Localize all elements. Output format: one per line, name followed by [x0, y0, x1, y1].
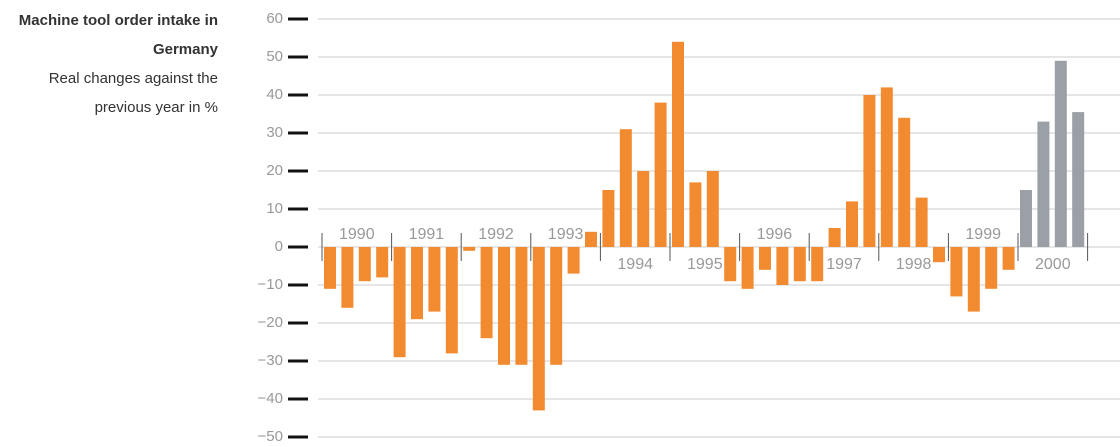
x-tick-label: 1990 [339, 226, 375, 243]
bar [828, 228, 841, 247]
bar [863, 95, 876, 247]
bar [376, 247, 389, 278]
bar [358, 247, 371, 282]
bar [846, 201, 858, 247]
bar [411, 247, 423, 320]
x-tick-label: 1991 [409, 226, 445, 243]
y-tick-label: 40 [266, 86, 283, 103]
y-tick-label: −40 [258, 390, 283, 407]
bar [324, 247, 336, 289]
x-tick-label: 1992 [478, 226, 514, 243]
bar [933, 247, 945, 263]
y-tick-label: 50 [266, 48, 283, 65]
bar [706, 171, 719, 247]
x-tick-label: 1999 [965, 226, 1001, 243]
bar [811, 247, 824, 282]
bar [759, 247, 771, 270]
bar [672, 41, 684, 247]
x-tick-label: 1996 [757, 226, 793, 243]
chart-heading: Machine tool order intake in Germany Rea… [18, 6, 218, 122]
bar [637, 171, 650, 247]
x-tick-label: 1993 [548, 226, 584, 243]
bar [393, 247, 406, 358]
chart-subtitle: Real changes against the previous year i… [48, 70, 218, 116]
bar [602, 190, 615, 247]
bar [950, 247, 963, 297]
bar [1054, 60, 1067, 247]
x-tick-label: 1998 [896, 256, 932, 273]
bar [915, 197, 928, 247]
y-tick-label: −50 [258, 428, 283, 445]
bar [585, 231, 597, 247]
bar [793, 247, 806, 282]
x-tick-label: 1995 [687, 256, 723, 273]
bar [689, 182, 702, 247]
bar [898, 117, 911, 247]
chart-title: Machine tool order intake in Germany [18, 12, 218, 58]
bar [445, 247, 458, 354]
bar [498, 247, 510, 365]
bar [724, 247, 737, 282]
bar [741, 247, 754, 289]
bar [480, 247, 493, 339]
y-tick-label: 10 [266, 200, 283, 217]
x-tick-label: 1994 [617, 256, 653, 273]
bar [967, 247, 980, 312]
bar [1020, 190, 1032, 247]
bar [550, 247, 563, 365]
bar [1002, 247, 1015, 270]
y-tick-label: −30 [258, 352, 283, 369]
y-tick-label: 20 [266, 162, 283, 179]
bar [1037, 121, 1050, 247]
x-tick-label: 2000 [1035, 256, 1071, 273]
bar [880, 87, 893, 248]
bar [776, 247, 789, 285]
bar [428, 247, 441, 312]
bar [985, 247, 998, 289]
bar [532, 247, 545, 411]
y-tick-label: 0 [275, 238, 283, 255]
x-tick-label: 1997 [826, 256, 862, 273]
bar [341, 247, 354, 308]
bar [654, 102, 667, 247]
y-tick-label: −20 [258, 314, 283, 331]
y-tick-label: −10 [258, 276, 283, 293]
bar [567, 247, 580, 274]
bar [515, 247, 528, 365]
y-tick-label: 60 [266, 10, 283, 27]
y-tick-label: 30 [266, 124, 283, 141]
bar [619, 129, 632, 247]
bar [1072, 112, 1085, 247]
bar [463, 247, 476, 251]
